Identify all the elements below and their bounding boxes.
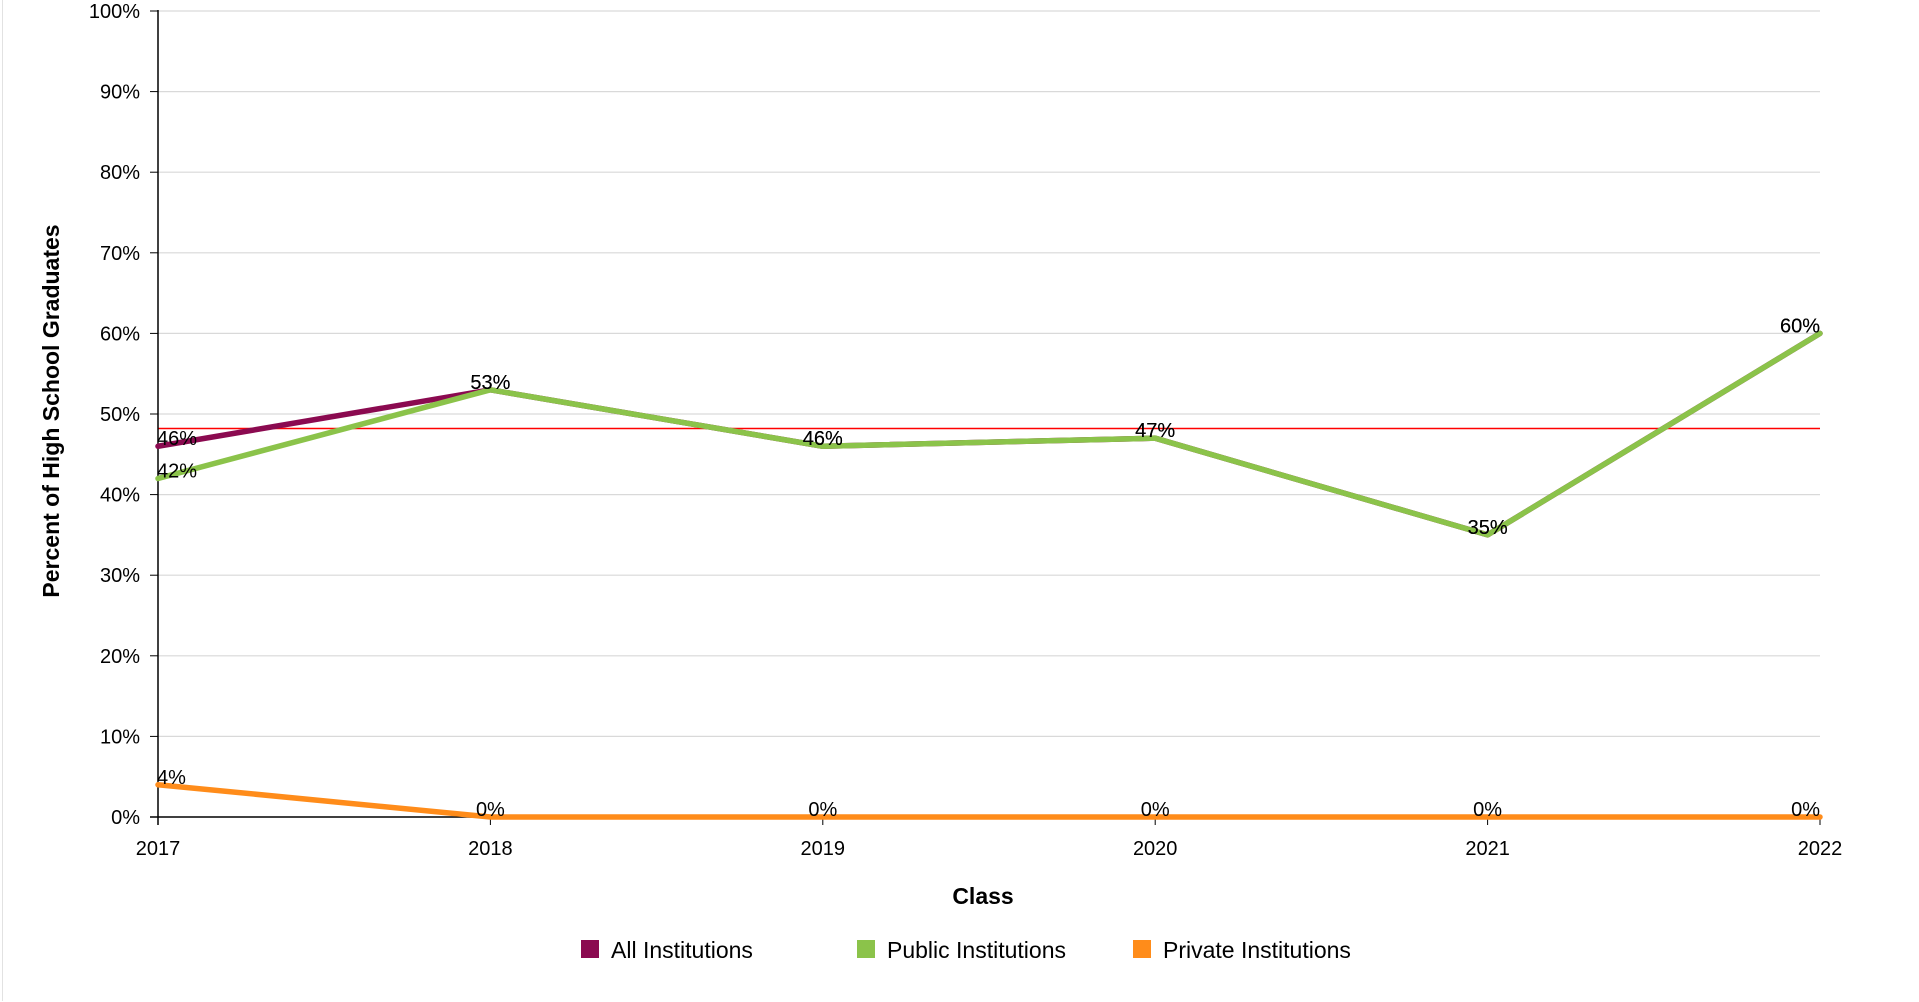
y-tick-label: 0% [111, 807, 140, 829]
data-label: 47% [1135, 420, 1175, 442]
x-tick-label: 2020 [1133, 838, 1178, 860]
legend-swatch [581, 940, 599, 958]
legend-label: Public Institutions [887, 937, 1066, 963]
legend-label: Private Institutions [1163, 937, 1351, 963]
legend-label: All Institutions [611, 937, 753, 963]
y-tick-label: 40% [100, 485, 140, 507]
data-label: 0% [1791, 799, 1820, 821]
series-line-public-institutions [155, 330, 1823, 538]
data-label: 0% [476, 799, 505, 821]
data-label: 53% [470, 372, 510, 394]
y-tick-label: 20% [100, 646, 140, 668]
x-tick-label: 2018 [468, 838, 513, 860]
series-lines [155, 330, 1823, 820]
data-label: 60% [1780, 315, 1820, 337]
data-label: 60% [1780, 315, 1820, 337]
data-label: 0% [1473, 799, 1502, 821]
x-axis-ticks: 2017 2018 2019 2020 2021 2022 [136, 817, 1843, 860]
y-tick-label: 50% [100, 404, 140, 426]
x-tick-label: 2017 [136, 838, 181, 860]
data-labels: 46%53%46% 47%35%60%42%53%46% 47%35%60%4%0%… [157, 315, 1820, 821]
y-axis-ticks: 0% 10% 20% 30% 40% 50% 60% 70% 80% 90% 100% [89, 1, 158, 829]
data-label: 46% [803, 428, 843, 450]
data-label: 35% [1468, 517, 1508, 539]
data-label: 46% [803, 428, 843, 450]
x-tick-label: 2019 [801, 838, 846, 860]
data-label: 42% [157, 460, 197, 482]
legend-swatch [857, 940, 875, 958]
data-label: 35% [1468, 517, 1508, 539]
y-tick-label: 90% [100, 82, 140, 104]
y-tick-label: 30% [100, 565, 140, 587]
data-label: 46% [157, 428, 197, 450]
series-line-private-institutions [155, 782, 1823, 820]
line-chart: 0%10%20%30%40%50%60%70%80%90%100% 2017 20… [38, 1, 1843, 963]
data-label: 0% [808, 799, 837, 821]
y-tick-label: 70% [100, 243, 140, 265]
y-tick-label: 100% [89, 1, 140, 23]
y-tick-label: 80% [100, 162, 140, 184]
data-label: 47% [1135, 420, 1175, 442]
gridlines [158, 10, 1820, 738]
data-label: 0% [1141, 799, 1170, 821]
legend-swatch [1133, 940, 1151, 958]
y-tick-label: 10% [100, 726, 140, 748]
legend: All Institutions Public Institutions Priva… [581, 937, 1351, 963]
axes [150, 10, 1820, 825]
x-tick-label: 2022 [1798, 838, 1843, 860]
y-tick-label: 60% [100, 323, 140, 345]
data-label: 4% [157, 767, 186, 789]
data-label: 53% [470, 372, 510, 394]
y-axis-title: Percent of High School Graduates [38, 224, 64, 597]
x-axis-title: Class [952, 883, 1013, 909]
x-tick-label: 2021 [1465, 838, 1510, 860]
series-line-all-institutions [155, 330, 1823, 538]
